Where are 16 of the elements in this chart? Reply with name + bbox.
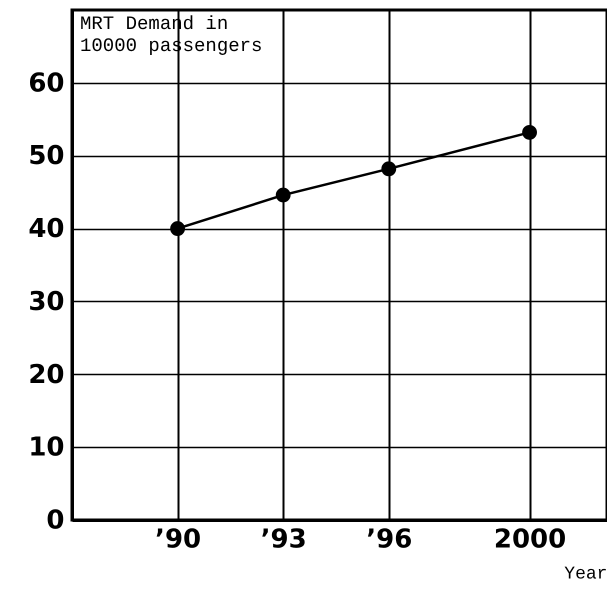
y-tick-label: 50 — [28, 141, 64, 172]
x-tick-label: ’96 — [366, 524, 412, 554]
x-tick-label: ’93 — [260, 524, 307, 554]
y-tick-label: 0 — [46, 506, 64, 536]
y-tick-label: 30 — [28, 286, 64, 317]
y-tick-label: 10 — [28, 432, 64, 463]
y-tick-label: 60 — [28, 68, 64, 98]
y-tick-label: 20 — [28, 360, 64, 390]
point — [522, 125, 537, 140]
y-tick-label: 40 — [28, 214, 64, 244]
point — [170, 221, 186, 236]
x-tick-label: 2000 — [494, 524, 566, 554]
x-tick-label: ’90 — [155, 524, 202, 554]
point — [276, 188, 291, 202]
x-axis-title: Year — [564, 564, 608, 584]
point — [381, 161, 396, 176]
